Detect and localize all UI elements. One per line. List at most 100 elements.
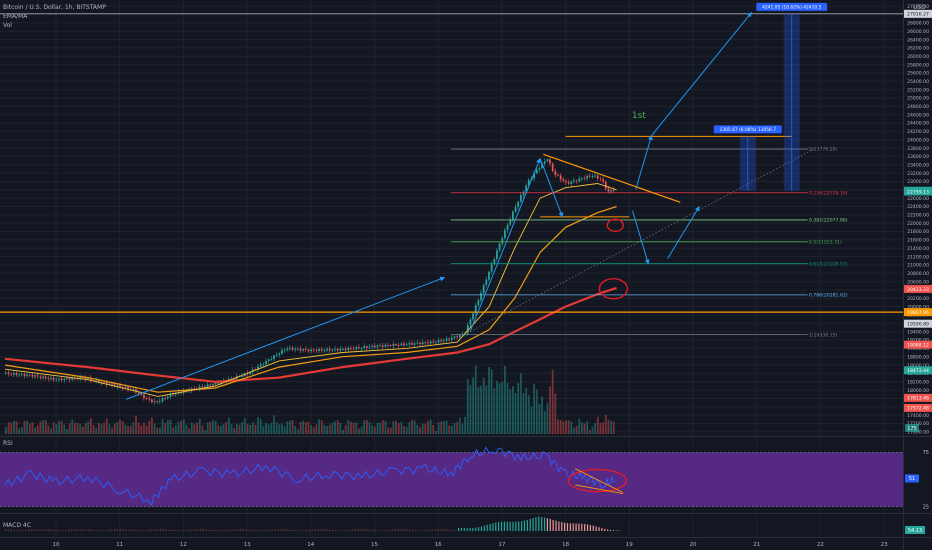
volume-bar bbox=[312, 427, 315, 434]
candle-body bbox=[44, 376, 47, 379]
candle-body bbox=[312, 349, 315, 351]
candle-body bbox=[543, 161, 546, 164]
candle-body bbox=[421, 342, 424, 345]
macd-bar bbox=[300, 530, 302, 531]
volume-bar bbox=[116, 421, 119, 434]
volume-bar bbox=[235, 423, 238, 434]
macd-bar bbox=[303, 530, 305, 531]
measure-2-label-bg bbox=[756, 2, 828, 11]
volume-bar bbox=[87, 421, 90, 434]
candle-body bbox=[111, 383, 114, 385]
candle-body bbox=[89, 378, 92, 381]
volume-bar bbox=[201, 425, 204, 434]
volume-bar bbox=[185, 424, 188, 434]
indicator-vol-label[interactable]: Vol bbox=[3, 22, 12, 29]
volume-bar bbox=[488, 366, 490, 434]
macd-bar bbox=[400, 529, 402, 531]
candle-body bbox=[522, 191, 525, 196]
volume-bar bbox=[148, 420, 151, 434]
candle-body bbox=[381, 345, 384, 347]
volume-bar bbox=[607, 420, 610, 434]
currency-label: USD bbox=[913, 4, 926, 11]
candle-body bbox=[570, 181, 573, 184]
candle-body bbox=[278, 353, 281, 355]
candle-body bbox=[273, 355, 275, 360]
candle-body bbox=[594, 175, 597, 177]
macd-bar bbox=[549, 519, 551, 531]
macd-bar bbox=[604, 528, 606, 531]
price-axis-badge bbox=[904, 284, 932, 293]
macd-bar bbox=[386, 529, 388, 531]
volume-bar bbox=[50, 428, 52, 434]
macd-bar bbox=[56, 530, 58, 531]
macd-bar bbox=[268, 529, 270, 531]
volume-bar bbox=[198, 418, 201, 434]
candle-body bbox=[389, 345, 392, 347]
measure-1-label-bg bbox=[713, 125, 782, 134]
candle-body bbox=[169, 393, 172, 397]
x-tick-label: 20 bbox=[690, 542, 697, 548]
macd-bar bbox=[351, 529, 354, 531]
volume-bar bbox=[89, 418, 92, 434]
price-axis-badge-label: 19590.89 bbox=[907, 322, 929, 328]
candle-body bbox=[445, 338, 448, 341]
volume-bar bbox=[445, 420, 448, 434]
macd-bar bbox=[371, 529, 374, 531]
x-tick-label: 18 bbox=[562, 542, 569, 548]
candle-body bbox=[604, 181, 607, 189]
volume-bar bbox=[291, 420, 294, 434]
macd-bar bbox=[197, 529, 199, 531]
volume-bar bbox=[384, 420, 387, 434]
x-tick-label: 17 bbox=[498, 542, 505, 548]
macd-bar bbox=[475, 527, 477, 531]
candle-body bbox=[549, 159, 551, 164]
fib-level-label: 0.236(22728.19) bbox=[809, 190, 848, 196]
macd-bar bbox=[480, 526, 483, 531]
candle-body bbox=[15, 373, 18, 376]
candle-body bbox=[368, 346, 371, 348]
indicator-ema-label[interactable]: EMA/MA bbox=[3, 13, 28, 20]
macd-bar bbox=[33, 529, 35, 531]
macd-bar bbox=[168, 529, 170, 531]
volume-bar bbox=[217, 425, 220, 434]
candle-body bbox=[34, 375, 37, 377]
candle-body bbox=[588, 175, 591, 177]
rsi-pane-label[interactable]: RSI bbox=[3, 440, 13, 447]
macd-bar bbox=[535, 517, 537, 531]
candle-body bbox=[156, 401, 159, 403]
y-tick-label: 25800.00 bbox=[907, 62, 929, 68]
macd-bar bbox=[248, 529, 250, 531]
x-tick-label: 12 bbox=[180, 542, 187, 548]
macd-bar bbox=[220, 530, 222, 531]
y-tick-label: 21000.00 bbox=[907, 263, 929, 269]
macd-bar bbox=[423, 530, 425, 531]
macd-bar bbox=[432, 529, 434, 531]
macd-bar bbox=[145, 529, 147, 531]
macd-bar bbox=[346, 529, 348, 531]
macd-bar bbox=[53, 529, 55, 531]
macd-bar bbox=[202, 529, 205, 531]
y-tick-label: 21600.00 bbox=[907, 238, 929, 244]
macd-bar bbox=[70, 529, 73, 531]
volume-bar bbox=[482, 377, 485, 434]
candle-body bbox=[533, 173, 536, 179]
volume-bar bbox=[28, 423, 31, 434]
candle-body bbox=[299, 348, 302, 351]
candle-body bbox=[275, 354, 278, 356]
candle-body bbox=[517, 201, 520, 207]
volume-bar bbox=[575, 426, 578, 434]
volume-bar bbox=[60, 421, 63, 434]
symbol-title[interactable]: Bitcoin / U.S. Dollar, 1h, BITSTAMP bbox=[3, 4, 106, 11]
candle-body bbox=[419, 342, 421, 345]
rsi-wedge-line bbox=[575, 484, 624, 495]
volume-bar bbox=[416, 425, 419, 434]
macd-bar bbox=[506, 521, 508, 531]
volume-bar bbox=[485, 385, 488, 434]
candle-body bbox=[376, 345, 379, 348]
macd-bar bbox=[93, 529, 96, 531]
macd-bar bbox=[409, 529, 411, 531]
macd-bar bbox=[311, 529, 313, 531]
x-tick-label: 16 bbox=[435, 542, 442, 548]
macd-pane-label[interactable]: MACD 4C bbox=[3, 522, 31, 529]
